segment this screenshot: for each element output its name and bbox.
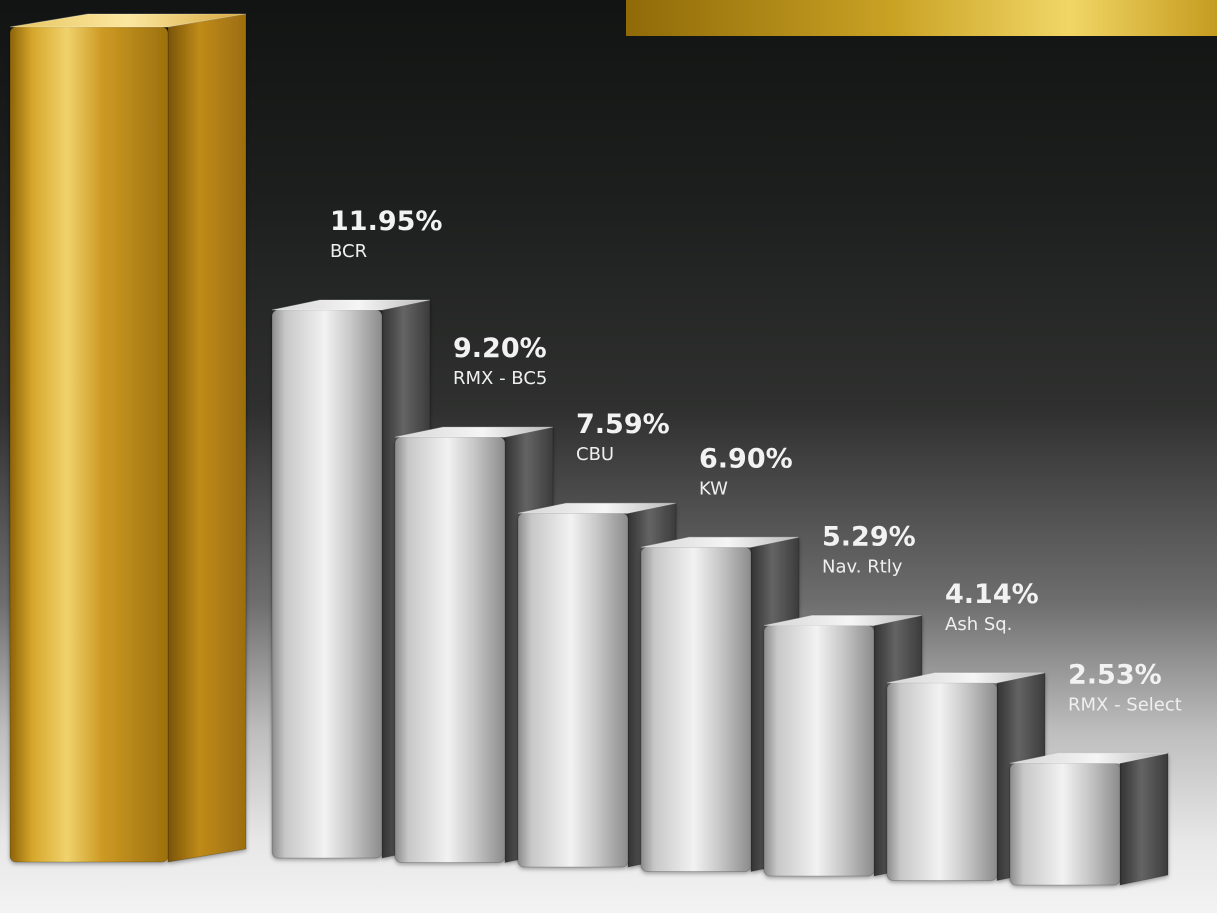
bar-category-label-1: BCR (330, 241, 367, 262)
gold-highlight-bar (9, 13, 247, 863)
bar-value-label-4: 6.90% (699, 443, 793, 474)
bar-category-label-7: RMX - Select (1068, 694, 1182, 715)
bar-7 (1009, 752, 1169, 886)
bar-value-label-3: 7.59% (576, 409, 670, 440)
bar-category-label-5: Nav. Rtly (822, 556, 903, 577)
bar-value-label-7: 2.53% (1068, 659, 1162, 690)
bar-category-label-2: RMX - BC5 (453, 368, 547, 389)
bar-labels: 11.95% BCR 9.20% RMX - BC5 7.59% CBU 6.90% KW 5.… (330, 206, 1182, 715)
bar-category-label-4: KW (699, 478, 728, 499)
bar-category-label-6: Ash Sq. (945, 614, 1012, 635)
bar-value-label-1: 11.95% (330, 206, 442, 237)
bar-category-label-3: CBU (576, 444, 614, 465)
bar-series (271, 299, 1169, 886)
top-gold-banner (626, 0, 1217, 36)
bar-value-label-2: 9.20% (453, 333, 547, 364)
bar-value-label-6: 4.14% (945, 579, 1039, 610)
bar-value-label-5: 5.29% (822, 521, 916, 552)
